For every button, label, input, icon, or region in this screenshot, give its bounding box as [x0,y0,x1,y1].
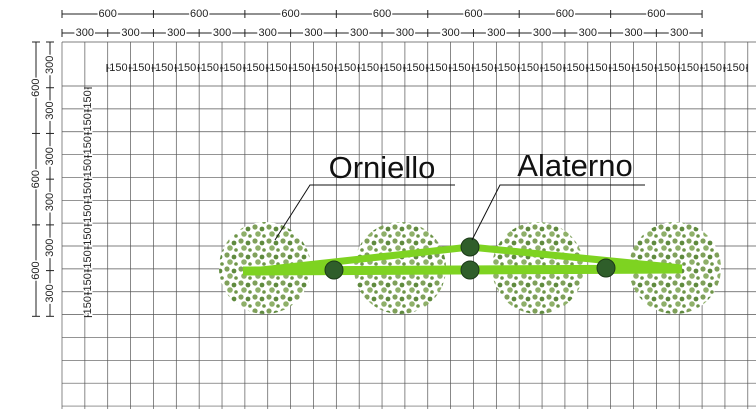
dimension-label: 300 [396,27,414,39]
alaterno-shrub [596,258,616,278]
dimension-label: 150 [612,62,630,74]
dimension-label: 600 [281,8,299,20]
dimension-label: 150 [315,62,333,74]
dimension-label: 300 [44,193,56,211]
dimension-label: 300 [44,284,56,302]
dimension-label: 150 [82,273,94,291]
leader-line [471,184,645,241]
dimension-label: 300 [624,27,642,39]
dimension-label: 150 [521,62,539,74]
dimension-label: 300 [44,147,56,165]
dimension-label: 600 [30,79,42,97]
dimension-label: 600 [647,8,665,20]
dimension-label: 150 [246,62,264,74]
dimension-label: 150 [82,227,94,245]
dimension-label: 150 [132,62,150,74]
dimension-label: 300 [350,27,368,39]
dimension-label: 300 [579,27,597,39]
dimension-label: 600 [373,8,391,20]
dimension-label: 150 [406,62,424,74]
dimension-label: 150 [635,62,653,74]
dimension-label: 150 [452,62,470,74]
dimension-label: 300 [167,27,185,39]
dimension-label: 150 [292,62,310,74]
dimension-label: 150 [704,62,722,74]
dimension-label: 150 [589,62,607,74]
dimension-label: 150 [82,136,94,154]
dimension-label: 150 [726,62,744,74]
leader-line [274,184,455,241]
dimension-label: 150 [82,159,94,177]
label-alaterno: Alaterno [517,148,632,183]
dimension-label: 150 [82,90,94,108]
dimension-label: 300 [533,27,551,39]
dimension-label: 150 [82,250,94,268]
dimension-label: 150 [498,62,516,74]
dimension-label: 150 [566,62,584,74]
dimension-label: 150 [475,62,493,74]
dimension-label: 600 [190,8,208,20]
dimension-label: 600 [30,261,42,279]
dimension-label: 150 [82,296,94,314]
alaterno-shrub [460,260,480,280]
dimension-label: 300 [487,27,505,39]
dimension-label: 300 [259,27,277,39]
dimension-label: 150 [681,62,699,74]
dimension-label: 150 [201,62,219,74]
dimension-label: 300 [441,27,459,39]
dimension-label: 150 [82,182,94,200]
dimension-label: 150 [384,62,402,74]
dimension-label: 300 [213,27,231,39]
dimension-label: 600 [99,8,117,20]
dimension-label: 300 [121,27,139,39]
dimension-label: 150 [178,62,196,74]
dimension-label: 150 [224,62,242,74]
dimension-label: 300 [76,27,94,39]
label-orniello: Orniello [329,150,436,185]
alaterno-shrub [460,237,480,257]
dimension-label: 600 [30,170,42,188]
dimension-label: 150 [544,62,562,74]
dimension-label: 150 [269,62,287,74]
dimension-label: 300 [44,101,56,119]
dimension-label: 150 [361,62,379,74]
leaders [274,184,645,241]
dimension-label: 150 [82,205,94,223]
dimension-label: 150 [155,62,173,74]
dimension-label: 300 [670,27,688,39]
dimension-label: 300 [44,56,56,74]
dimension-label: 150 [82,113,94,131]
dimension-label: 150 [658,62,676,74]
dimension-label: 150 [338,62,356,74]
dimension-label: 150 [109,62,127,74]
dimension-label: 300 [304,27,322,39]
plants [219,222,721,314]
dimension-label: 300 [44,239,56,257]
dimension-label: 600 [556,8,574,20]
alaterno-shrub [324,260,344,280]
dimension-label: 150 [429,62,447,74]
dimension-label: 600 [464,8,482,20]
